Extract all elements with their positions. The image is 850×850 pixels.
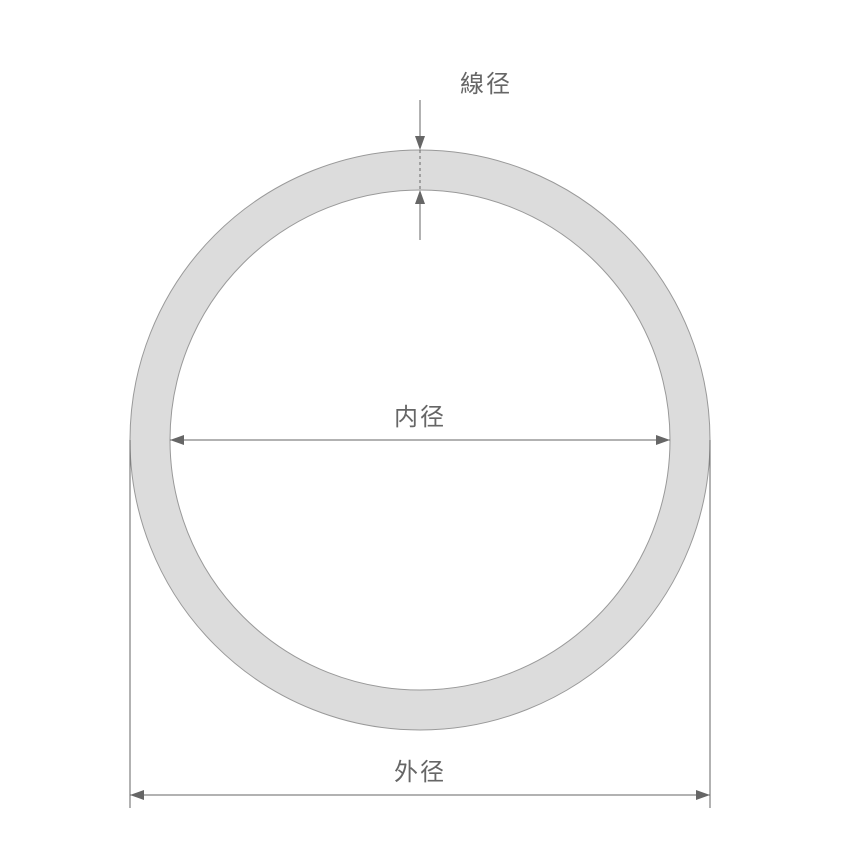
outer-diameter-label: 外径 [394,759,446,786]
wall-thickness-top-arrow [415,136,425,150]
inner-diameter-label: 内径 [394,404,446,431]
wall-thickness-label: 線径 [460,71,512,98]
wall-thickness-bottom-arrow [415,190,425,204]
outer-diameter-arrow-left [130,790,144,800]
ring-dimension-diagram: 外径 内径 線径 [0,0,850,850]
outer-diameter-arrow-right [696,790,710,800]
inner-diameter-arrow-right [656,435,670,445]
inner-diameter-arrow-left [170,435,184,445]
